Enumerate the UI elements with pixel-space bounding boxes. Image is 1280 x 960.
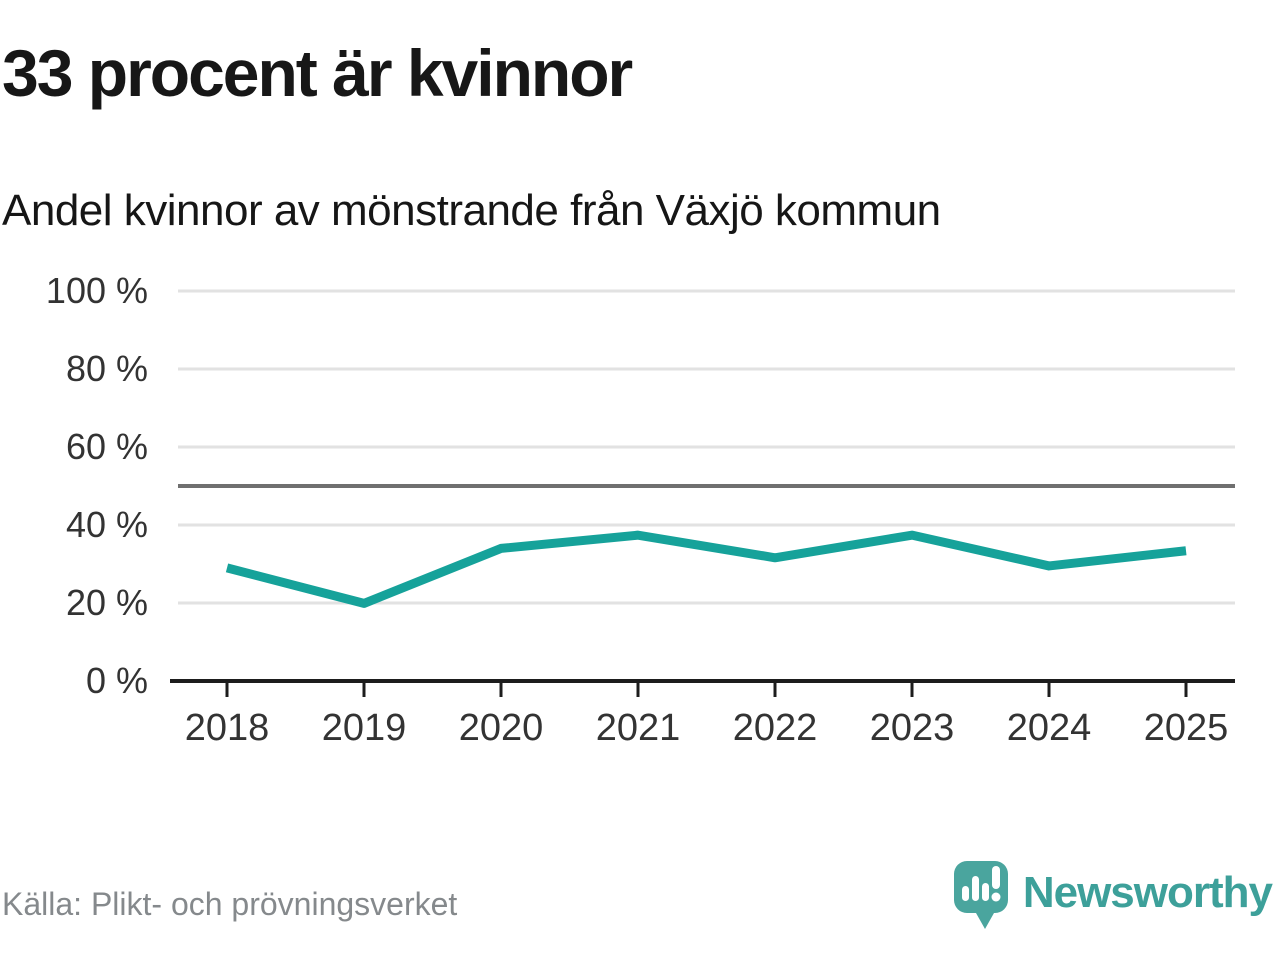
newsworthy-logo-icon bbox=[953, 861, 1008, 929]
y-tick-label-80: 80 % bbox=[66, 348, 148, 389]
data-line bbox=[225, 530, 1187, 608]
x-tick-label-2021: 2021 bbox=[596, 707, 681, 749]
x-tick-label-2023: 2023 bbox=[870, 707, 955, 749]
x-tick-label-2020: 2020 bbox=[459, 707, 544, 749]
y-tick-label-40: 40 % bbox=[66, 504, 148, 545]
headline: 33 procent är kvinnor bbox=[2, 36, 633, 110]
x-tick-label-2025: 2025 bbox=[1144, 707, 1229, 749]
y-tick-label-100: 100 % bbox=[46, 270, 148, 311]
x-tick-label-2022: 2022 bbox=[733, 707, 818, 749]
source-label: Källa: Plikt- och prövningsverket bbox=[2, 886, 458, 922]
x-tick-label-2024: 2024 bbox=[1007, 707, 1092, 749]
newsworthy-logo: Newsworthy bbox=[952, 856, 1273, 930]
x-tick-label-2019: 2019 bbox=[322, 707, 407, 749]
y-tick-label-20: 20 % bbox=[66, 582, 148, 623]
chart-subtitle: Andel kvinnor av mönstrande från Växjö k… bbox=[2, 186, 941, 235]
y-tick-label-60: 60 % bbox=[66, 426, 148, 467]
x-tick-label-2018: 2018 bbox=[185, 707, 270, 749]
newsworthy-logo-text: Newsworthy bbox=[1022, 868, 1273, 917]
y-tick-label-0: 0 % bbox=[86, 660, 148, 701]
